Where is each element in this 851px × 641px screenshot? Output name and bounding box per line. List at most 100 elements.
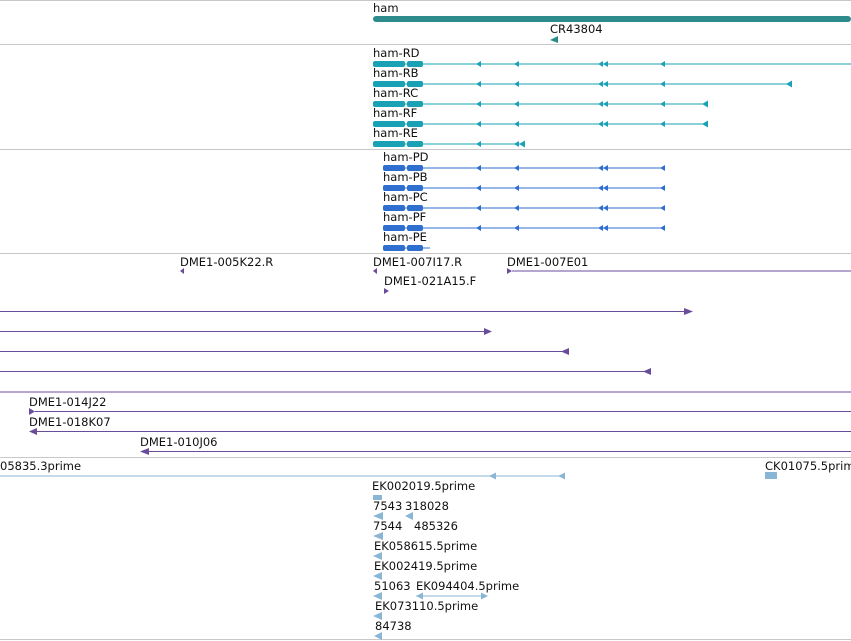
est-glyph-ek002419[interactable] — [373, 572, 382, 580]
gene-glyph-ham[interactable] — [373, 16, 851, 22]
clone-label-014j22[interactable]: DME1-014J22 — [29, 395, 107, 409]
protein-model[interactable] — [383, 185, 665, 191]
strand-arrow — [603, 121, 608, 127]
est-label-ek058615[interactable]: EK058615.5prime — [374, 539, 478, 553]
clone-label-018k07[interactable]: DME1-018K07 — [29, 415, 111, 429]
clone-glyph-018k07[interactable] — [29, 428, 851, 435]
clone-label-021a15[interactable]: DME1-021A15.F — [384, 275, 477, 288]
est-label-ek002019[interactable]: EK002019.5prime — [372, 479, 476, 493]
est-label-05835-text: 05835.3prime — [0, 460, 82, 473]
est-glyph-05835[interactable] — [0, 472, 565, 480]
protein-model[interactable] — [383, 225, 665, 231]
est-label-ek002419[interactable]: EK002419.5prime — [374, 559, 478, 573]
est-label-ek094404[interactable]: EK094404.5prime — [416, 579, 520, 593]
clone-glyph-014j22[interactable] — [29, 408, 851, 415]
strand-arrow — [603, 101, 608, 107]
clone-label-007e01[interactable]: DME1-007E01 — [507, 255, 589, 269]
exon-block — [407, 205, 423, 211]
est-label-318028[interactable]: 318028 — [405, 499, 449, 513]
est-label-ck01075[interactable]: CK01075.5prime — [765, 460, 851, 473]
strand-arrow — [660, 225, 665, 231]
est-glyph-7543[interactable] — [373, 512, 383, 520]
est-glyph-ek073110[interactable] — [373, 612, 382, 620]
exon-block — [383, 205, 405, 211]
gene-label-ham[interactable]: ham — [373, 1, 399, 15]
protein-label[interactable]: ham-PD — [383, 150, 429, 164]
strand-arrow — [476, 165, 481, 171]
strand-arrow — [476, 61, 481, 67]
protein-label[interactable]: ham-PC — [383, 190, 428, 204]
est-glyph-ek058615[interactable] — [373, 552, 382, 560]
exon-block — [373, 121, 405, 127]
clone-glyph-007e01[interactable] — [507, 268, 851, 274]
est-glyph-84738[interactable] — [374, 632, 382, 640]
transcript-label[interactable]: ham-RB — [373, 66, 419, 80]
strand-arrow — [660, 121, 665, 127]
gene-label-cr43804[interactable]: CR43804 — [550, 22, 603, 36]
est-glyph-ek002019[interactable] — [373, 495, 382, 500]
est-label-7543[interactable]: 7543 — [373, 499, 403, 513]
transcript-model[interactable] — [373, 100, 708, 108]
gene-glyph-cr43804[interactable] — [550, 36, 558, 43]
strand-arrow — [603, 225, 608, 231]
est-label-51063[interactable]: 51063 — [374, 579, 411, 593]
exon-block — [373, 81, 405, 87]
strand-arrow — [660, 205, 665, 211]
clone-label-007i17[interactable]: DME1-007I17.R — [373, 255, 463, 269]
transcript-model[interactable] — [373, 61, 851, 67]
strand-arrow — [660, 165, 665, 171]
protein-label[interactable]: ham-PE — [383, 230, 427, 244]
transcript-label[interactable]: ham-RE — [373, 126, 418, 140]
transcript-model[interactable] — [373, 120, 708, 128]
exon-block — [373, 101, 405, 107]
strand-arrow — [603, 81, 608, 87]
strand-arrow — [598, 101, 603, 107]
clone-label-005k22[interactable]: DME1-005K22.R — [180, 255, 274, 269]
strand-arrow — [519, 140, 525, 148]
transcript-model[interactable] — [373, 80, 792, 88]
protein-label[interactable]: ham-PB — [383, 170, 428, 184]
protein-model[interactable] — [383, 165, 665, 171]
clone-line-1[interactable] — [0, 308, 693, 315]
strand-arrow — [603, 165, 608, 171]
clone-glyph-021a15[interactable] — [384, 288, 389, 294]
est-glyph-7544[interactable] — [373, 532, 383, 540]
exon-block — [407, 165, 423, 171]
exon-block — [407, 61, 423, 67]
clone-line-2[interactable] — [0, 328, 492, 335]
strand-arrow — [660, 81, 665, 87]
est-label-84738[interactable]: 84738 — [375, 619, 412, 633]
est-glyph-51063[interactable] — [373, 592, 382, 600]
protein-label[interactable]: ham-PF — [383, 210, 427, 224]
exon-block — [407, 185, 423, 191]
transcript-model[interactable] — [373, 140, 525, 148]
est-label-05835[interactable]: 05835.3prime — [0, 460, 90, 473]
clone-glyph-005k22[interactable] — [180, 268, 184, 274]
exon-block — [407, 101, 423, 107]
protein-model[interactable] — [383, 245, 430, 251]
transcript-label[interactable]: ham-RD — [373, 46, 420, 60]
transcript-glyphs — [373, 61, 851, 148]
est-glyph-318028[interactable] — [405, 512, 413, 520]
clone-line-4[interactable] — [0, 368, 651, 375]
clone-glyph-007i17[interactable] — [373, 268, 377, 274]
strand-arrow — [660, 61, 665, 67]
transcript-label[interactable]: ham-RF — [373, 106, 418, 120]
clone-glyph-010j06[interactable] — [140, 448, 851, 455]
exon-block — [407, 81, 423, 87]
protein-model[interactable] — [383, 205, 665, 211]
est-label-ek073110[interactable]: EK073110.5prime — [375, 599, 479, 613]
est-label-7544[interactable]: 7544 — [373, 519, 403, 533]
exon-block — [407, 225, 423, 231]
clone-label-010j06[interactable]: DME1-010J06 — [140, 435, 218, 449]
strand-arrow — [514, 185, 519, 191]
est-label-485326[interactable]: 485326 — [414, 519, 458, 533]
strand-arrow — [603, 61, 608, 67]
est-glyph-ek094404[interactable] — [416, 592, 488, 600]
transcript-label[interactable]: ham-RC — [373, 86, 419, 100]
clone-line-3[interactable] — [0, 348, 569, 355]
exon-block — [373, 141, 405, 147]
strand-arrow — [514, 101, 519, 107]
track-separator — [0, 253, 851, 254]
est-glyph-ck01075[interactable] — [765, 472, 777, 479]
